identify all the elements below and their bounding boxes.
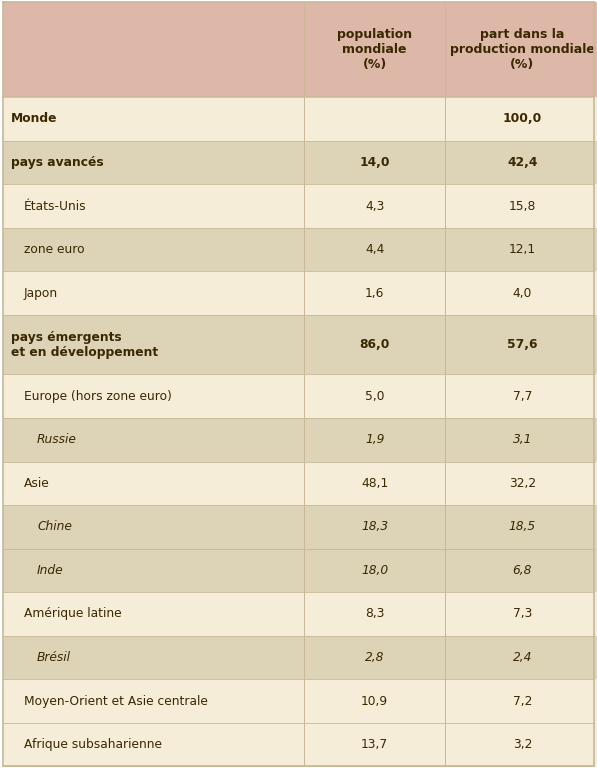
Text: 6,8: 6,8 — [513, 564, 532, 577]
Text: zone euro: zone euro — [24, 243, 85, 257]
Text: 13,7: 13,7 — [361, 738, 388, 751]
Bar — [445, 723, 597, 766]
Text: Amérique latine: Amérique latine — [24, 607, 122, 621]
Bar — [304, 636, 445, 680]
Text: 5,0: 5,0 — [365, 389, 384, 402]
Bar — [445, 184, 597, 228]
Bar — [304, 548, 445, 592]
Text: Russie: Russie — [37, 433, 77, 446]
Bar — [304, 98, 445, 141]
Text: Moyen-Orient et Asie centrale: Moyen-Orient et Asie centrale — [24, 694, 208, 707]
Text: 1,9: 1,9 — [365, 433, 384, 446]
Bar — [304, 723, 445, 766]
Text: Brésil: Brésil — [37, 651, 71, 664]
Bar — [304, 315, 445, 374]
Bar — [445, 548, 597, 592]
Text: Afrique subsaharienne: Afrique subsaharienne — [24, 738, 162, 751]
Text: pays émergents
et en développement: pays émergents et en développement — [11, 331, 158, 359]
Bar — [445, 418, 597, 462]
Bar — [304, 271, 445, 315]
Text: 4,3: 4,3 — [365, 200, 384, 213]
Bar — [3, 271, 304, 315]
Bar — [445, 636, 597, 680]
Bar — [3, 418, 304, 462]
Text: Japon: Japon — [24, 286, 58, 300]
Text: 32,2: 32,2 — [509, 477, 536, 490]
Bar — [304, 2, 445, 98]
Bar — [445, 228, 597, 271]
Bar — [304, 184, 445, 228]
Bar — [445, 374, 597, 418]
Bar — [3, 592, 304, 636]
Text: Monde: Monde — [11, 112, 57, 125]
Text: 2,4: 2,4 — [513, 651, 532, 664]
Text: 10,9: 10,9 — [361, 694, 388, 707]
Text: 7,3: 7,3 — [513, 607, 532, 621]
Bar — [3, 636, 304, 680]
Text: 18,3: 18,3 — [361, 521, 388, 533]
Bar — [3, 462, 304, 505]
Text: pays avancés: pays avancés — [11, 156, 103, 169]
Bar — [304, 374, 445, 418]
Text: part dans la
production mondiale
(%): part dans la production mondiale (%) — [450, 28, 595, 71]
Bar — [3, 505, 304, 548]
Bar — [445, 680, 597, 723]
Text: population
mondiale
(%): population mondiale (%) — [337, 28, 412, 71]
Bar — [3, 680, 304, 723]
Bar — [304, 505, 445, 548]
Bar — [445, 141, 597, 184]
Text: 4,4: 4,4 — [365, 243, 384, 257]
Text: 100,0: 100,0 — [503, 112, 542, 125]
Text: Chine: Chine — [37, 521, 72, 533]
Text: 3,1: 3,1 — [513, 433, 532, 446]
Bar — [304, 141, 445, 184]
Text: 15,8: 15,8 — [509, 200, 536, 213]
Bar — [445, 592, 597, 636]
Bar — [3, 2, 304, 98]
Bar — [3, 723, 304, 766]
Bar — [3, 374, 304, 418]
Bar — [445, 505, 597, 548]
Text: Inde: Inde — [37, 564, 64, 577]
Text: 7,7: 7,7 — [513, 389, 532, 402]
Text: 8,3: 8,3 — [365, 607, 384, 621]
Bar — [3, 548, 304, 592]
Bar — [445, 315, 597, 374]
Bar — [445, 462, 597, 505]
Text: 57,6: 57,6 — [507, 338, 538, 351]
Bar — [304, 418, 445, 462]
Bar — [3, 228, 304, 271]
Text: 12,1: 12,1 — [509, 243, 536, 257]
Text: Europe (hors zone euro): Europe (hors zone euro) — [24, 389, 172, 402]
Text: 48,1: 48,1 — [361, 477, 388, 490]
Bar — [445, 98, 597, 141]
Text: 4,0: 4,0 — [513, 286, 532, 300]
Text: 18,5: 18,5 — [509, 521, 536, 533]
Bar — [445, 2, 597, 98]
Bar — [304, 462, 445, 505]
Bar — [3, 315, 304, 374]
Bar — [445, 271, 597, 315]
Text: 1,6: 1,6 — [365, 286, 384, 300]
Bar — [3, 184, 304, 228]
Bar — [3, 98, 304, 141]
Text: 42,4: 42,4 — [507, 156, 537, 169]
Text: 18,0: 18,0 — [361, 564, 388, 577]
Bar — [304, 680, 445, 723]
Bar — [304, 228, 445, 271]
Text: États-Unis: États-Unis — [24, 200, 87, 213]
Bar — [3, 141, 304, 184]
Text: 14,0: 14,0 — [359, 156, 390, 169]
Text: 86,0: 86,0 — [359, 338, 390, 351]
Text: 2,8: 2,8 — [365, 651, 384, 664]
Bar — [304, 592, 445, 636]
Text: 7,2: 7,2 — [513, 694, 532, 707]
Text: Asie: Asie — [24, 477, 50, 490]
Text: 3,2: 3,2 — [513, 738, 532, 751]
